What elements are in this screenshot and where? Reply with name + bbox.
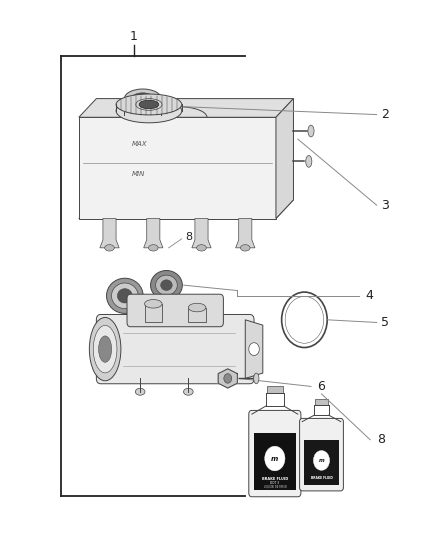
- Ellipse shape: [116, 94, 182, 115]
- Text: 5: 5: [381, 316, 389, 329]
- Text: 1: 1: [130, 30, 138, 43]
- Circle shape: [265, 446, 285, 471]
- Ellipse shape: [254, 373, 259, 384]
- Polygon shape: [245, 320, 263, 378]
- Ellipse shape: [99, 336, 112, 362]
- Ellipse shape: [161, 280, 172, 290]
- Bar: [188, 308, 206, 322]
- Text: BRAKE FLUID: BRAKE FLUID: [311, 476, 332, 480]
- Circle shape: [249, 343, 259, 356]
- Ellipse shape: [308, 125, 314, 137]
- FancyBboxPatch shape: [249, 410, 301, 497]
- Ellipse shape: [151, 271, 182, 300]
- Polygon shape: [236, 219, 255, 248]
- Polygon shape: [218, 369, 237, 388]
- Text: 8: 8: [185, 232, 192, 242]
- Ellipse shape: [240, 245, 250, 251]
- Polygon shape: [192, 219, 211, 248]
- Ellipse shape: [124, 89, 161, 108]
- Ellipse shape: [188, 303, 206, 312]
- Ellipse shape: [132, 93, 154, 104]
- Ellipse shape: [105, 245, 114, 251]
- Ellipse shape: [89, 318, 121, 381]
- Ellipse shape: [197, 245, 206, 251]
- Text: 4: 4: [366, 289, 374, 302]
- Ellipse shape: [135, 389, 145, 395]
- Polygon shape: [79, 200, 293, 219]
- Text: 2: 2: [381, 108, 389, 121]
- Text: 6: 6: [318, 380, 325, 393]
- FancyBboxPatch shape: [300, 418, 343, 491]
- Bar: [304, 440, 339, 485]
- Ellipse shape: [155, 275, 177, 295]
- Text: 8: 8: [377, 433, 385, 446]
- Ellipse shape: [117, 289, 132, 303]
- Polygon shape: [100, 219, 119, 248]
- Text: m: m: [318, 458, 325, 463]
- Text: MAX: MAX: [131, 141, 147, 147]
- Ellipse shape: [148, 245, 158, 251]
- Ellipse shape: [139, 100, 159, 109]
- Text: BRAKE FLUID: BRAKE FLUID: [262, 477, 288, 481]
- Ellipse shape: [145, 300, 162, 308]
- Polygon shape: [79, 117, 276, 219]
- Bar: [145, 304, 162, 322]
- Ellipse shape: [184, 389, 193, 395]
- Polygon shape: [79, 99, 293, 117]
- FancyBboxPatch shape: [96, 314, 254, 384]
- Polygon shape: [144, 219, 163, 248]
- Circle shape: [314, 450, 329, 470]
- Bar: [314, 399, 328, 405]
- Bar: [254, 433, 296, 490]
- Text: MIN: MIN: [131, 171, 145, 177]
- Text: 3: 3: [381, 199, 389, 212]
- FancyBboxPatch shape: [127, 294, 223, 327]
- Ellipse shape: [112, 283, 138, 309]
- Text: LIQUIDE DE FREIN: LIQUIDE DE FREIN: [264, 484, 286, 489]
- Circle shape: [224, 374, 232, 383]
- Ellipse shape: [116, 99, 182, 123]
- Text: m: m: [271, 456, 279, 462]
- Ellipse shape: [106, 278, 143, 313]
- Ellipse shape: [93, 325, 117, 373]
- Text: DOT 3: DOT 3: [270, 481, 279, 485]
- Ellipse shape: [306, 156, 312, 167]
- Polygon shape: [276, 99, 293, 219]
- Bar: [266, 386, 283, 393]
